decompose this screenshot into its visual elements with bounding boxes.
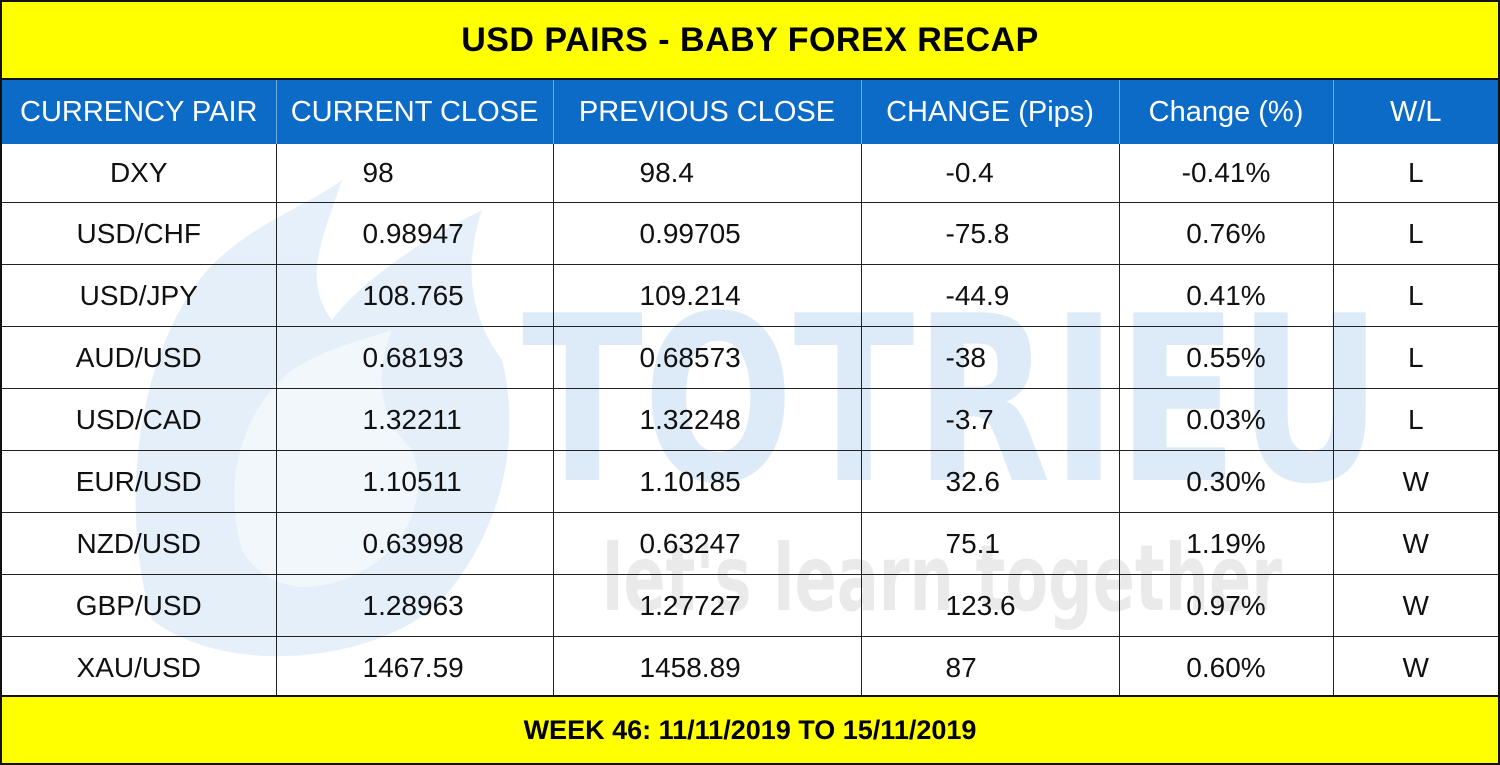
cell-win-loss: L [1333,388,1498,451]
cell-win-loss: L [1333,326,1498,389]
cell-current-close: 1.32211 [276,388,554,451]
cell-change-pips: -0.4 [861,144,1120,203]
cell-pair: AUD/USD [2,326,277,389]
cell-current-close: 98 [276,144,554,203]
column-header-current-close: CURRENT CLOSE [276,80,554,144]
cell-change-pips: 123.6 [861,574,1120,637]
cell-previous-close: 0.68573 [553,326,862,389]
table-header-row: CURRENCY PAIR CURRENT CLOSE PREVIOUS CLO… [2,80,1498,144]
cell-change-percent: 0.60% [1119,636,1334,699]
column-header-currency-pair: CURRENCY PAIR [2,80,277,144]
cell-change-percent: 0.41% [1119,264,1334,327]
cell-win-loss: W [1333,450,1498,513]
table-row: DXY 98 98.4 -0.4 -0.41% L [2,144,1498,203]
cell-previous-close: 1.27727 [553,574,862,637]
cell-current-close: 1.10511 [276,450,554,513]
cell-current-close: 0.63998 [276,512,554,575]
cell-change-pips: -44.9 [861,264,1120,327]
cell-change-percent: 0.03% [1119,388,1334,451]
forex-recap-table: CURRENCY PAIR CURRENT CLOSE PREVIOUS CLO… [2,80,1498,699]
cell-pair: DXY [2,144,277,203]
cell-change-percent: 0.97% [1119,574,1334,637]
cell-current-close: 108.765 [276,264,554,327]
column-header-change-percent: Change (%) [1119,80,1334,144]
cell-previous-close: 1.32248 [553,388,862,451]
cell-win-loss: L [1333,144,1498,203]
cell-pair: USD/CHF [2,202,277,265]
cell-change-pips: -75.8 [861,202,1120,265]
cell-previous-close: 0.99705 [553,202,862,265]
table-row: GBP/USD 1.28963 1.27727 123.6 0.97% W [2,574,1498,637]
table-row: NZD/USD 0.63998 0.63247 75.1 1.19% W [2,512,1498,575]
table-row: USD/CAD 1.32211 1.32248 -3.7 0.03% L [2,388,1498,451]
cell-win-loss: W [1333,574,1498,637]
cell-win-loss: L [1333,264,1498,327]
cell-pair: USD/CAD [2,388,277,451]
cell-change-percent: 1.19% [1119,512,1334,575]
table-row: XAU/USD 1467.59 1458.89 87 0.60% W [2,636,1498,699]
cell-change-percent: -0.41% [1119,144,1334,203]
cell-change-percent: 0.30% [1119,450,1334,513]
cell-pair: EUR/USD [2,450,277,513]
table-row: USD/JPY 108.765 109.214 -44.9 0.41% L [2,264,1498,327]
cell-change-pips: 32.6 [861,450,1120,513]
cell-current-close: 1467.59 [276,636,554,699]
table-row: AUD/USD 0.68193 0.68573 -38 0.55% L [2,326,1498,389]
week-range-footer: WEEK 46: 11/11/2019 TO 15/11/2019 [2,695,1498,763]
column-header-change-pips: CHANGE (Pips) [861,80,1120,144]
cell-current-close: 0.68193 [276,326,554,389]
cell-pair: GBP/USD [2,574,277,637]
cell-previous-close: 1458.89 [553,636,862,699]
cell-current-close: 0.98947 [276,202,554,265]
cell-previous-close: 1.10185 [553,450,862,513]
cell-change-pips: -3.7 [861,388,1120,451]
column-header-win-loss: W/L [1333,80,1498,144]
table-row: EUR/USD 1.10511 1.10185 32.6 0.30% W [2,450,1498,513]
cell-change-pips: 75.1 [861,512,1120,575]
cell-pair: XAU/USD [2,636,277,699]
cell-current-close: 1.28963 [276,574,554,637]
cell-previous-close: 0.63247 [553,512,862,575]
cell-change-pips: -38 [861,326,1120,389]
cell-change-pips: 87 [861,636,1120,699]
table-row: USD/CHF 0.98947 0.99705 -75.8 0.76% L [2,202,1498,265]
cell-win-loss: L [1333,202,1498,265]
cell-previous-close: 109.214 [553,264,862,327]
cell-change-percent: 0.76% [1119,202,1334,265]
cell-previous-close: 98.4 [553,144,862,203]
cell-win-loss: W [1333,512,1498,575]
cell-pair: USD/JPY [2,264,277,327]
cell-win-loss: W [1333,636,1498,699]
column-header-previous-close: PREVIOUS CLOSE [553,80,862,144]
cell-pair: NZD/USD [2,512,277,575]
page-title: USD PAIRS - BABY FOREX RECAP [2,2,1498,80]
cell-change-percent: 0.55% [1119,326,1334,389]
